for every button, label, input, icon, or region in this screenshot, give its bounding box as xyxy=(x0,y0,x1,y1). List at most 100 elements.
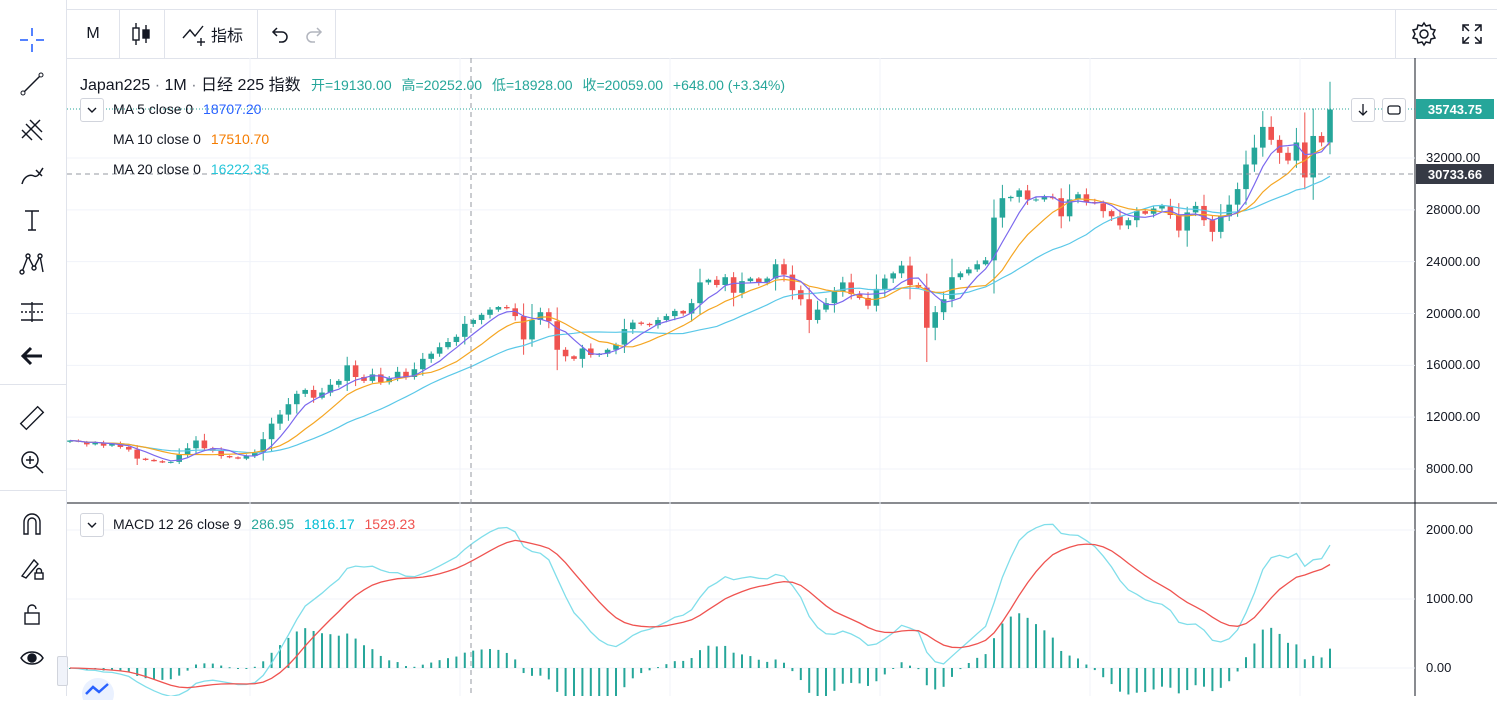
candle-body xyxy=(571,356,577,359)
candle-body xyxy=(890,273,896,279)
macd-histogram-bar xyxy=(833,668,836,691)
macd-histogram-bar xyxy=(363,645,365,668)
candle-body xyxy=(630,322,636,330)
ma20-legend[interactable]: MA 20 close 0 16222.35 xyxy=(113,161,269,177)
candle-body xyxy=(252,452,258,457)
candle-body xyxy=(747,278,754,282)
last-price-badge: 35743.75 xyxy=(1416,99,1494,119)
macd-histogram-bar xyxy=(228,667,231,669)
crosshair-tool-icon[interactable] xyxy=(13,22,51,58)
candle-body xyxy=(168,461,174,463)
candle-body xyxy=(310,389,317,398)
macd-histogram-bar xyxy=(715,646,718,668)
macd-histogram-bar xyxy=(497,649,500,668)
macd-histogram-bar xyxy=(136,668,139,676)
eye-icon[interactable] xyxy=(13,640,51,676)
low-value: 低=18928.00 xyxy=(491,77,573,93)
macd-histogram-bar xyxy=(1278,633,1281,668)
candle-body xyxy=(1318,135,1325,143)
zoom-in-icon[interactable] xyxy=(13,444,51,480)
ma5-legend[interactable]: MA 5 close 0 18707.20 xyxy=(113,101,261,117)
candle-body xyxy=(1033,199,1039,201)
trend-line-tool-icon[interactable] xyxy=(13,66,51,102)
candle-body xyxy=(932,312,938,328)
macd-histogram-bar xyxy=(329,634,332,668)
pitchfork-tool-icon[interactable] xyxy=(13,112,51,148)
candle-body xyxy=(562,349,569,357)
collapse-macd-chevron-icon[interactable] xyxy=(80,513,104,537)
macd-histogram-bar xyxy=(791,668,794,672)
macd-histogram-bar xyxy=(304,628,307,668)
candle-body xyxy=(638,322,644,324)
ma10-line xyxy=(69,143,1331,456)
candle-body xyxy=(1041,196,1048,200)
candle-body xyxy=(1108,211,1115,217)
candle-body xyxy=(352,365,359,377)
candle-body xyxy=(327,384,334,393)
brush-tool-icon[interactable] xyxy=(13,158,51,194)
macd-histogram-bar xyxy=(673,661,676,668)
macd-legend[interactable]: MACD 12 26 close 9 286.95 1816.17 1529.2… xyxy=(113,516,415,532)
candle-body xyxy=(277,414,283,424)
candle-body xyxy=(814,309,821,320)
collapse-indicators-chevron-icon[interactable] xyxy=(80,98,104,122)
macd-histogram-bar xyxy=(346,633,349,668)
candles-chart-type-icon[interactable] xyxy=(123,10,159,58)
fullscreen-icon[interactable] xyxy=(1455,10,1489,58)
candle-body xyxy=(680,310,686,314)
candle-body xyxy=(646,323,653,326)
macd-histogram-bar xyxy=(875,668,878,682)
lock-drawing-pencil-icon[interactable] xyxy=(13,550,51,586)
change-value: +648.00 (+3.34%) xyxy=(672,77,786,93)
indicators-icon xyxy=(182,25,205,46)
settings-gear-icon[interactable] xyxy=(1407,10,1441,58)
candle-body xyxy=(184,448,191,455)
macd-histogram-bar xyxy=(1253,643,1256,668)
collapse-toolbar-handle[interactable] xyxy=(57,656,68,686)
macd-histogram-bar xyxy=(690,658,693,668)
candle-body xyxy=(1024,190,1031,200)
prediction-tool-icon[interactable] xyxy=(13,294,51,330)
ma10-legend[interactable]: MA 10 close 0 17510.70 xyxy=(113,131,269,147)
candle-body xyxy=(1243,164,1249,190)
macd-histogram-bar xyxy=(799,668,802,681)
candle-body xyxy=(84,441,90,445)
text-tool-icon[interactable] xyxy=(13,202,51,238)
legend-dot: · xyxy=(191,77,197,94)
macd-histogram-bar xyxy=(547,668,550,680)
macd-histogram-bar xyxy=(405,666,407,668)
candle-body xyxy=(1066,199,1073,217)
symbol-name[interactable]: Japan225 xyxy=(80,77,151,94)
pattern-tool-icon[interactable] xyxy=(13,246,51,282)
tradingview-logo-icon[interactable] xyxy=(80,676,116,705)
candle-body xyxy=(260,439,266,453)
ma20-label: MA 20 close 0 xyxy=(113,161,201,177)
macd-histogram-bar xyxy=(892,668,895,669)
candle-body xyxy=(504,307,510,309)
open-value: 开=19130.00 xyxy=(311,77,392,93)
scroll-to-realtime-arrow-icon[interactable] xyxy=(1351,98,1375,122)
undo-icon[interactable] xyxy=(265,10,293,58)
macd-histogram-bar xyxy=(867,668,869,686)
redo-icon[interactable] xyxy=(301,10,329,58)
macd-histogram-bar xyxy=(455,656,458,668)
close-value: 收=20059.00 xyxy=(582,77,664,93)
macd-histogram-bar xyxy=(598,668,601,696)
unlock-icon[interactable] xyxy=(13,596,51,632)
reset-scale-icon[interactable] xyxy=(1382,98,1406,122)
candle-body xyxy=(772,264,779,279)
candle-body xyxy=(193,440,199,449)
candle-body xyxy=(1142,211,1148,214)
macd-histogram-bar xyxy=(1295,644,1298,668)
ruler-icon[interactable] xyxy=(13,400,51,436)
interval-button[interactable]: M xyxy=(86,25,100,42)
candle-body xyxy=(764,278,770,283)
candle-body xyxy=(445,342,451,348)
magnet-icon[interactable] xyxy=(13,506,51,542)
candle-body xyxy=(1251,147,1258,165)
macd-histogram-bar xyxy=(153,668,155,680)
candle-body xyxy=(512,308,518,317)
indicators-button[interactable]: 指标 xyxy=(171,10,253,58)
back-arrow-icon[interactable] xyxy=(13,338,51,374)
